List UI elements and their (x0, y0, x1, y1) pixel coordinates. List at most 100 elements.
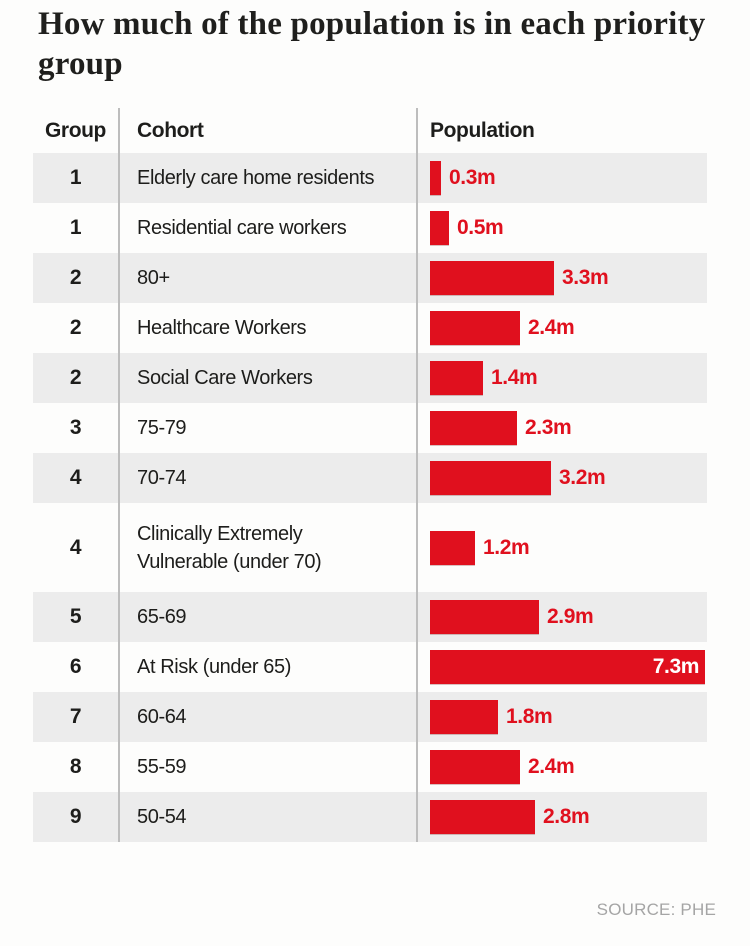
cohort-cell: Elderly care home residents (118, 164, 416, 192)
population-value-label: 3.2m (559, 466, 606, 489)
group-number: 2 (69, 266, 82, 289)
population-value-label: 0.3m (449, 166, 496, 189)
population-cell: 3.2m (416, 461, 707, 495)
table-row: 9 50-54 2.8m (33, 792, 707, 842)
cohort-label: 50-54 (137, 806, 187, 828)
table-header-row: Group Cohort Population (33, 108, 707, 153)
cohort-cell: Residential care workers (118, 214, 416, 242)
population-cell: 1.4m (416, 361, 707, 395)
population-bar (430, 530, 475, 565)
group-number: 3 (69, 416, 82, 439)
cohort-label: Elderly care home residents (137, 167, 375, 189)
population-value-label: 2.3m (525, 416, 572, 439)
cohort-label: 55-59 (137, 756, 187, 778)
group-number: 2 (69, 366, 82, 389)
group-number: 5 (69, 605, 82, 628)
population-cell: 7.3m (416, 650, 707, 684)
population-cell: 2.4m (416, 750, 707, 784)
bar-wrap: 2.8m (430, 800, 707, 834)
cohort-label: 80+ (137, 267, 170, 289)
bar-wrap: 1.4m (430, 361, 707, 395)
population-value-label: 1.2m (483, 535, 530, 559)
table-row: 4 70-74 3.2m (33, 453, 707, 503)
population-value-label: 2.4m (528, 755, 575, 778)
cohort-label: Residential care workers (137, 217, 347, 239)
population-cell: 0.5m (416, 211, 707, 245)
population-bar (430, 161, 441, 195)
cohort-label: At Risk (under 65) (137, 656, 291, 678)
bar-wrap: 1.8m (430, 700, 707, 734)
group-number: 1 (69, 216, 82, 239)
cohort-label: Healthcare Workers (137, 317, 307, 339)
header-population: Population (430, 118, 535, 142)
bar-wrap: 3.2m (430, 461, 707, 495)
cohort-cell: 60-64 (118, 703, 416, 731)
table-row: 2 Social Care Workers 1.4m (33, 353, 707, 403)
table-row: 1 Residential care workers 0.5m (33, 203, 707, 253)
bar-wrap: 2.3m (430, 411, 707, 445)
population-bar (430, 650, 705, 684)
population-cell: 0.3m (416, 161, 707, 195)
bar-wrap: 7.3m (430, 650, 707, 684)
population-cell: 3.3m (416, 261, 707, 295)
cohort-label: 65-69 (137, 606, 187, 628)
cohort-label: Clinically Extremely Vulnerable (under 7… (137, 522, 322, 573)
population-bar (430, 361, 483, 395)
cohort-cell: Clinically Extremely Vulnerable (under 7… (118, 520, 416, 576)
bar-wrap: 2.9m (430, 600, 707, 634)
population-bar (430, 750, 520, 784)
cohort-label: Social Care Workers (137, 367, 313, 389)
column-divider-cohort-population (416, 108, 418, 842)
population-value-label: 0.5m (457, 216, 504, 239)
population-value-label: 2.9m (547, 605, 594, 628)
cohort-cell: 50-54 (118, 803, 416, 831)
table-row: 3 75-79 2.3m (33, 403, 707, 453)
cohort-label: 75-79 (137, 417, 187, 439)
population-value-label: 7.3m (652, 655, 700, 678)
population-cell: 2.8m (416, 800, 707, 834)
page-title: How much of the population is in each pr… (38, 6, 706, 82)
group-number: 2 (69, 316, 82, 339)
population-bar (430, 311, 520, 345)
population-bar (430, 800, 535, 834)
cohort-cell: Social Care Workers (118, 364, 416, 392)
column-divider-group-cohort (118, 108, 120, 842)
table-row: 2 Healthcare Workers 2.4m (33, 303, 707, 353)
population-bar (430, 211, 449, 245)
population-cell: 1.2m (416, 530, 707, 565)
header-cohort: Cohort (137, 118, 204, 142)
bar-wrap: 0.3m (430, 161, 707, 195)
priority-group-table: Group Cohort Population 1 Elderly care h… (33, 108, 707, 842)
population-value-label: 1.8m (506, 705, 553, 728)
population-cell: 1.8m (416, 700, 707, 734)
group-number: 1 (69, 166, 82, 189)
cohort-cell: 70-74 (118, 464, 416, 492)
source-credit: SOURCE: PHE (596, 900, 716, 919)
table-row: 2 80+ 3.3m (33, 253, 707, 303)
population-value-label: 1.4m (491, 366, 538, 389)
header-group: Group (45, 118, 106, 142)
table-row: 5 65-69 2.9m (33, 592, 707, 642)
table-row: 4 Clinically Extremely Vulnerable (under… (33, 503, 707, 592)
cohort-cell: 55-59 (118, 753, 416, 781)
population-bar (430, 461, 551, 495)
table-row: 1 Elderly care home residents 0.3m (33, 153, 707, 203)
bar-wrap: 2.4m (430, 311, 707, 345)
population-value-label: 2.4m (528, 316, 575, 339)
group-number: 6 (69, 655, 82, 678)
population-cell: 2.3m (416, 411, 707, 445)
population-value-label: 2.8m (543, 805, 590, 828)
group-number: 9 (69, 805, 82, 828)
bar-wrap: 1.2m (430, 530, 707, 565)
cohort-cell: At Risk (under 65) (118, 653, 416, 681)
cohort-label: 70-74 (137, 467, 187, 489)
cohort-cell: 65-69 (118, 603, 416, 631)
cohort-cell: 75-79 (118, 414, 416, 442)
population-bar (430, 600, 539, 634)
population-bar (430, 700, 498, 734)
cohort-cell: Healthcare Workers (118, 314, 416, 342)
group-number: 8 (69, 755, 82, 778)
bar-wrap: 0.5m (430, 211, 707, 245)
population-cell: 2.9m (416, 600, 707, 634)
